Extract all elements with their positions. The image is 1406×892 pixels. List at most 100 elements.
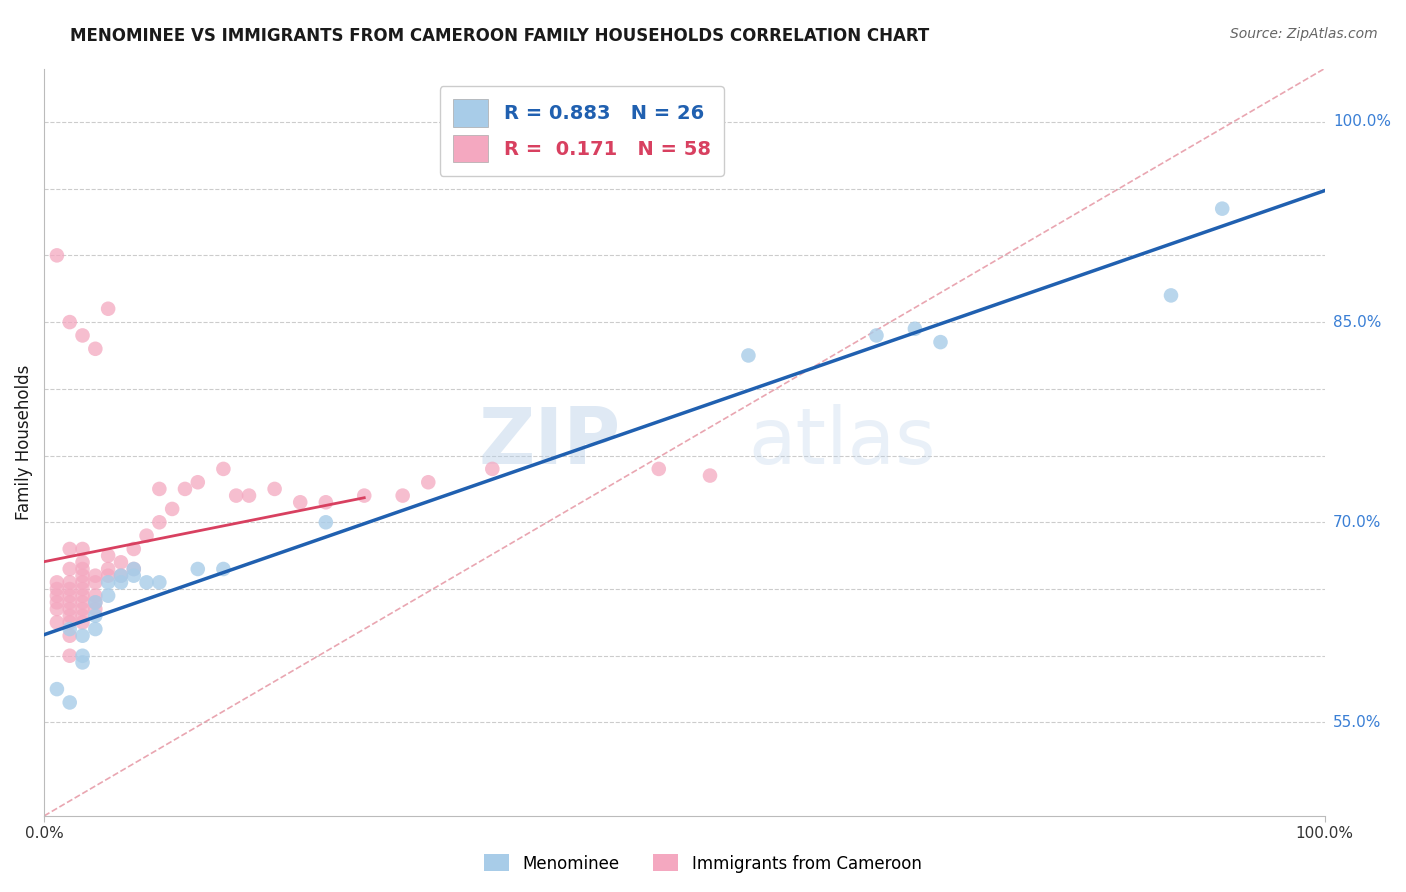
Point <box>59 575 82 590</box>
Point <box>97 562 120 576</box>
Point <box>160 502 183 516</box>
Text: atlas: atlas <box>748 404 936 480</box>
Point <box>84 595 107 609</box>
Point <box>72 328 94 343</box>
Point <box>148 575 170 590</box>
Point <box>72 555 94 569</box>
Y-axis label: Family Households: Family Households <box>15 365 32 520</box>
Point <box>59 562 82 576</box>
Point <box>72 582 94 596</box>
Point <box>263 482 285 496</box>
Point <box>59 696 82 710</box>
Point <box>59 622 82 636</box>
Point <box>290 495 312 509</box>
Point <box>59 648 82 663</box>
Point <box>72 608 94 623</box>
Point <box>72 575 94 590</box>
Point <box>84 342 107 356</box>
Point <box>97 575 120 590</box>
Point <box>929 335 952 350</box>
Point <box>418 475 440 490</box>
Point <box>84 622 107 636</box>
Point <box>315 516 337 530</box>
Point <box>72 656 94 670</box>
Text: 55.0%: 55.0% <box>1333 715 1381 730</box>
Point <box>72 629 94 643</box>
Point <box>148 482 170 496</box>
Point <box>59 315 82 329</box>
Text: 85.0%: 85.0% <box>1333 315 1381 330</box>
Point <box>122 562 145 576</box>
Point <box>59 582 82 596</box>
Text: 70.0%: 70.0% <box>1333 515 1381 530</box>
Point <box>59 589 82 603</box>
Point <box>59 595 82 609</box>
Point <box>72 568 94 582</box>
Point <box>84 575 107 590</box>
Point <box>212 562 235 576</box>
Point <box>737 348 759 362</box>
Point <box>238 489 260 503</box>
Point <box>59 615 82 630</box>
Point <box>481 462 503 476</box>
Point <box>391 489 413 503</box>
Point <box>45 575 67 590</box>
Point <box>97 549 120 563</box>
Point <box>59 629 82 643</box>
Text: Source: ZipAtlas.com: Source: ZipAtlas.com <box>1230 27 1378 41</box>
Point <box>148 516 170 530</box>
Point <box>45 248 67 262</box>
Point <box>353 489 375 503</box>
Point <box>59 608 82 623</box>
Point <box>865 328 887 343</box>
Point <box>84 595 107 609</box>
Text: 100.0%: 100.0% <box>1333 114 1391 129</box>
Point <box>122 562 145 576</box>
Point <box>45 682 67 697</box>
Point <box>72 562 94 576</box>
Text: MENOMINEE VS IMMIGRANTS FROM CAMEROON FAMILY HOUSEHOLDS CORRELATION CHART: MENOMINEE VS IMMIGRANTS FROM CAMEROON FA… <box>70 27 929 45</box>
Point <box>122 541 145 556</box>
Point <box>45 589 67 603</box>
Point <box>1211 202 1233 216</box>
Point <box>225 489 247 503</box>
Point <box>72 602 94 616</box>
Point <box>97 301 120 316</box>
Point <box>59 602 82 616</box>
Point <box>699 468 721 483</box>
Point <box>72 541 94 556</box>
Point <box>84 589 107 603</box>
Text: ZIP: ZIP <box>478 404 620 480</box>
Point <box>110 555 132 569</box>
Point <box>174 482 197 496</box>
Point <box>45 615 67 630</box>
Point <box>45 595 67 609</box>
Point <box>315 495 337 509</box>
Point <box>45 582 67 596</box>
Point <box>72 648 94 663</box>
Legend: Menominee, Immigrants from Cameroon: Menominee, Immigrants from Cameroon <box>478 847 928 880</box>
Point <box>110 575 132 590</box>
Point <box>122 568 145 582</box>
Point <box>59 541 82 556</box>
Point <box>97 568 120 582</box>
Point <box>212 462 235 476</box>
Point <box>135 528 157 542</box>
Point <box>45 602 67 616</box>
Point <box>97 589 120 603</box>
Point <box>72 595 94 609</box>
Point <box>72 589 94 603</box>
Point <box>72 615 94 630</box>
Point <box>904 322 927 336</box>
Point <box>135 575 157 590</box>
Point <box>110 568 132 582</box>
Point <box>187 562 209 576</box>
Point <box>84 608 107 623</box>
Point <box>648 462 671 476</box>
Point <box>110 568 132 582</box>
Point <box>84 568 107 582</box>
Point <box>1160 288 1182 302</box>
Point <box>187 475 209 490</box>
Legend: R = 0.883   N = 26, R =  0.171   N = 58: R = 0.883 N = 26, R = 0.171 N = 58 <box>440 86 724 176</box>
Point <box>84 602 107 616</box>
